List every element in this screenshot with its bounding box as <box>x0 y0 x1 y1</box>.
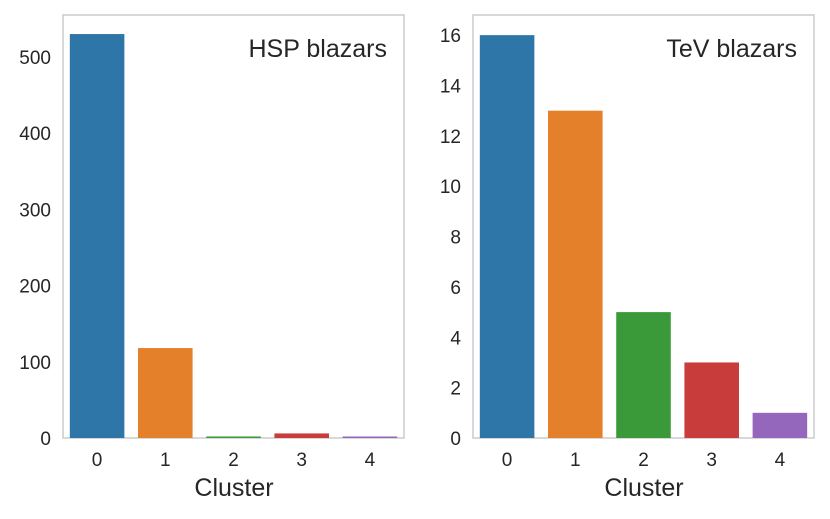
x-tick-label: 0 <box>502 450 513 471</box>
y-tick-label: 100 <box>19 353 51 374</box>
hsp-blazars-panel: HSP blazars Cluster 0 1 2 3 4 0 100 200 300 400 50… <box>19 14 405 502</box>
x-tick-label: 4 <box>775 450 786 471</box>
y-tick-label: 0 <box>40 429 51 450</box>
x-axis-label: Cluster <box>194 474 273 502</box>
x-tick-label: 0 <box>92 450 103 471</box>
y-tick-label: 0 <box>450 429 461 450</box>
panel-title: TeV blazars <box>666 35 797 63</box>
y-tick-label: 14 <box>440 77 462 98</box>
bar-cluster-1 <box>548 110 603 439</box>
panel-title: HSP blazars <box>249 35 388 63</box>
bar-cluster-0 <box>479 35 535 438</box>
x-tick-label: 2 <box>228 450 239 471</box>
x-tick-label: 1 <box>160 450 171 471</box>
y-tick-label: 400 <box>19 124 51 145</box>
y-tick-label: 10 <box>440 177 461 198</box>
y-tick-label: 8 <box>450 228 461 249</box>
bar-cluster-4 <box>752 412 808 438</box>
y-tick-label: 6 <box>450 278 461 299</box>
x-tick-label: 1 <box>570 450 581 471</box>
bar-cluster-2 <box>206 436 261 438</box>
bar-cluster-2 <box>616 312 671 438</box>
bar-cluster-0 <box>69 34 125 439</box>
y-tick-label: 500 <box>19 48 51 69</box>
y-tick-label: 16 <box>440 26 461 47</box>
x-tick-label: 3 <box>296 450 307 471</box>
bar-cluster-3 <box>274 433 329 438</box>
y-tick-label: 12 <box>440 127 461 148</box>
y-tick-label: 4 <box>450 328 461 349</box>
x-tick-label: 2 <box>638 450 649 471</box>
bar-cluster-4 <box>342 436 398 438</box>
y-tick-label: 300 <box>19 200 51 221</box>
bar-cluster-1 <box>138 348 193 438</box>
y-tick-label: 2 <box>450 379 461 400</box>
x-axis-label: Cluster <box>604 474 683 502</box>
y-tick-label: 200 <box>19 277 51 298</box>
x-tick-label: 3 <box>706 450 717 471</box>
bar-cluster-3 <box>684 362 739 438</box>
x-tick-label: 4 <box>365 450 376 471</box>
